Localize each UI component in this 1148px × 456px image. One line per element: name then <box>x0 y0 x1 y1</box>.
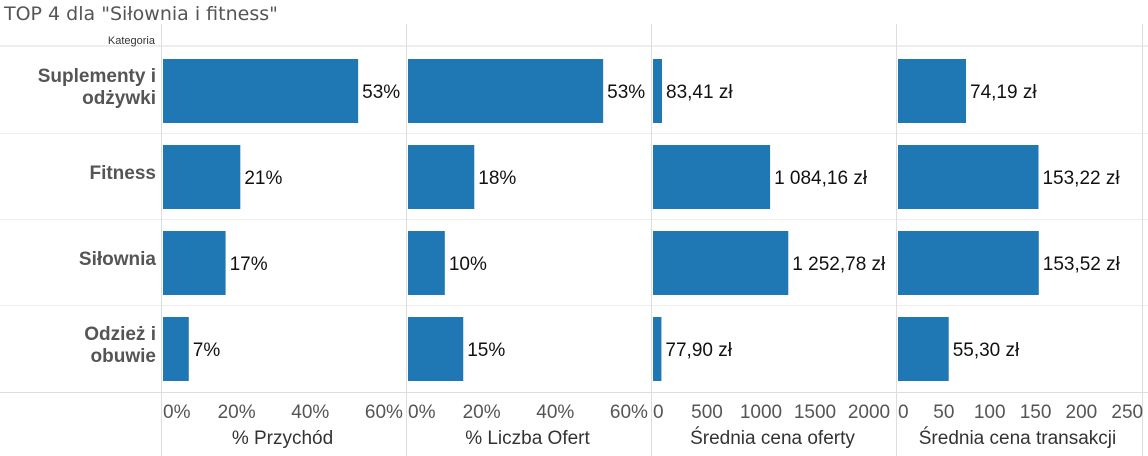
bar <box>898 59 967 123</box>
tick-label: 20% <box>463 402 501 423</box>
bar <box>653 231 789 295</box>
bar <box>653 317 662 381</box>
row-header-label: Kategoria <box>108 35 156 47</box>
bar-value-label: 15% <box>467 340 505 361</box>
tick-label: 150 <box>1020 402 1052 423</box>
category-label: Suplementy i <box>38 66 156 87</box>
bar-value-label: 55,30 zł <box>953 340 1020 361</box>
bar <box>163 145 241 209</box>
category-label: Fitness <box>89 163 156 184</box>
tick-label: 0 <box>898 402 909 423</box>
tick-label: 250 <box>1111 402 1143 423</box>
bar-value-label: 74,19 zł <box>970 82 1037 103</box>
tick-label: 20% <box>218 402 256 423</box>
tick-label: 100 <box>974 402 1006 423</box>
tick-label: 0 <box>653 402 664 423</box>
axis-title: Średnia cena transakcji <box>919 427 1117 449</box>
bar <box>408 317 464 381</box>
bar <box>653 145 771 209</box>
bar-value-label: 17% <box>230 254 268 275</box>
tick-label: 500 <box>691 402 723 423</box>
bar-value-label: 18% <box>478 168 516 189</box>
chart-title: TOP 4 dla "Siłownia i fitness" <box>4 3 278 25</box>
bar-value-label: 1 252,78 zł <box>792 254 886 275</box>
tick-label: 40% <box>536 402 574 423</box>
bar <box>163 317 189 381</box>
bar-value-label: 1 084,16 zł <box>774 168 868 189</box>
bar-value-label: 53% <box>607 82 645 103</box>
axis-title: Średnia cena oferty <box>690 427 855 449</box>
axis-title: % Przychód <box>232 428 333 449</box>
bar <box>408 145 475 209</box>
category-label: odżywki <box>82 88 156 109</box>
tick-label: 60% <box>365 402 403 423</box>
bar-value-label: 53% <box>362 82 400 103</box>
bar <box>653 59 663 123</box>
bar <box>898 145 1039 209</box>
bar-value-label: 83,41 zł <box>666 82 733 103</box>
bar-value-label: 153,22 zł <box>1042 168 1120 189</box>
tick-label: 60% <box>610 402 648 423</box>
tick-label: 200 <box>1066 402 1098 423</box>
tick-label: 40% <box>291 402 329 423</box>
bar <box>408 59 604 123</box>
tick-label: 2000 <box>848 402 890 423</box>
tick-label: 50 <box>933 402 954 423</box>
bar <box>408 231 445 295</box>
category-label: Siłownia <box>79 249 157 270</box>
tick-label: 1000 <box>740 402 782 423</box>
bar <box>898 317 949 381</box>
tick-label: 0% <box>408 402 436 423</box>
bar <box>163 231 226 295</box>
bar <box>163 59 359 123</box>
bar-value-label: 10% <box>449 254 487 275</box>
bar-value-label: 77,90 zł <box>665 340 732 361</box>
category-label: obuwie <box>91 346 156 367</box>
category-label: Odzież i <box>84 324 156 345</box>
bar-value-label: 153,52 zł <box>1043 254 1121 275</box>
bar-value-label: 21% <box>244 168 282 189</box>
tick-label: 1500 <box>794 402 836 423</box>
axis-title: % Liczba Ofert <box>465 428 590 449</box>
tick-label: 0% <box>163 402 191 423</box>
bar <box>898 231 1039 295</box>
bar-value-label: 7% <box>193 340 221 361</box>
